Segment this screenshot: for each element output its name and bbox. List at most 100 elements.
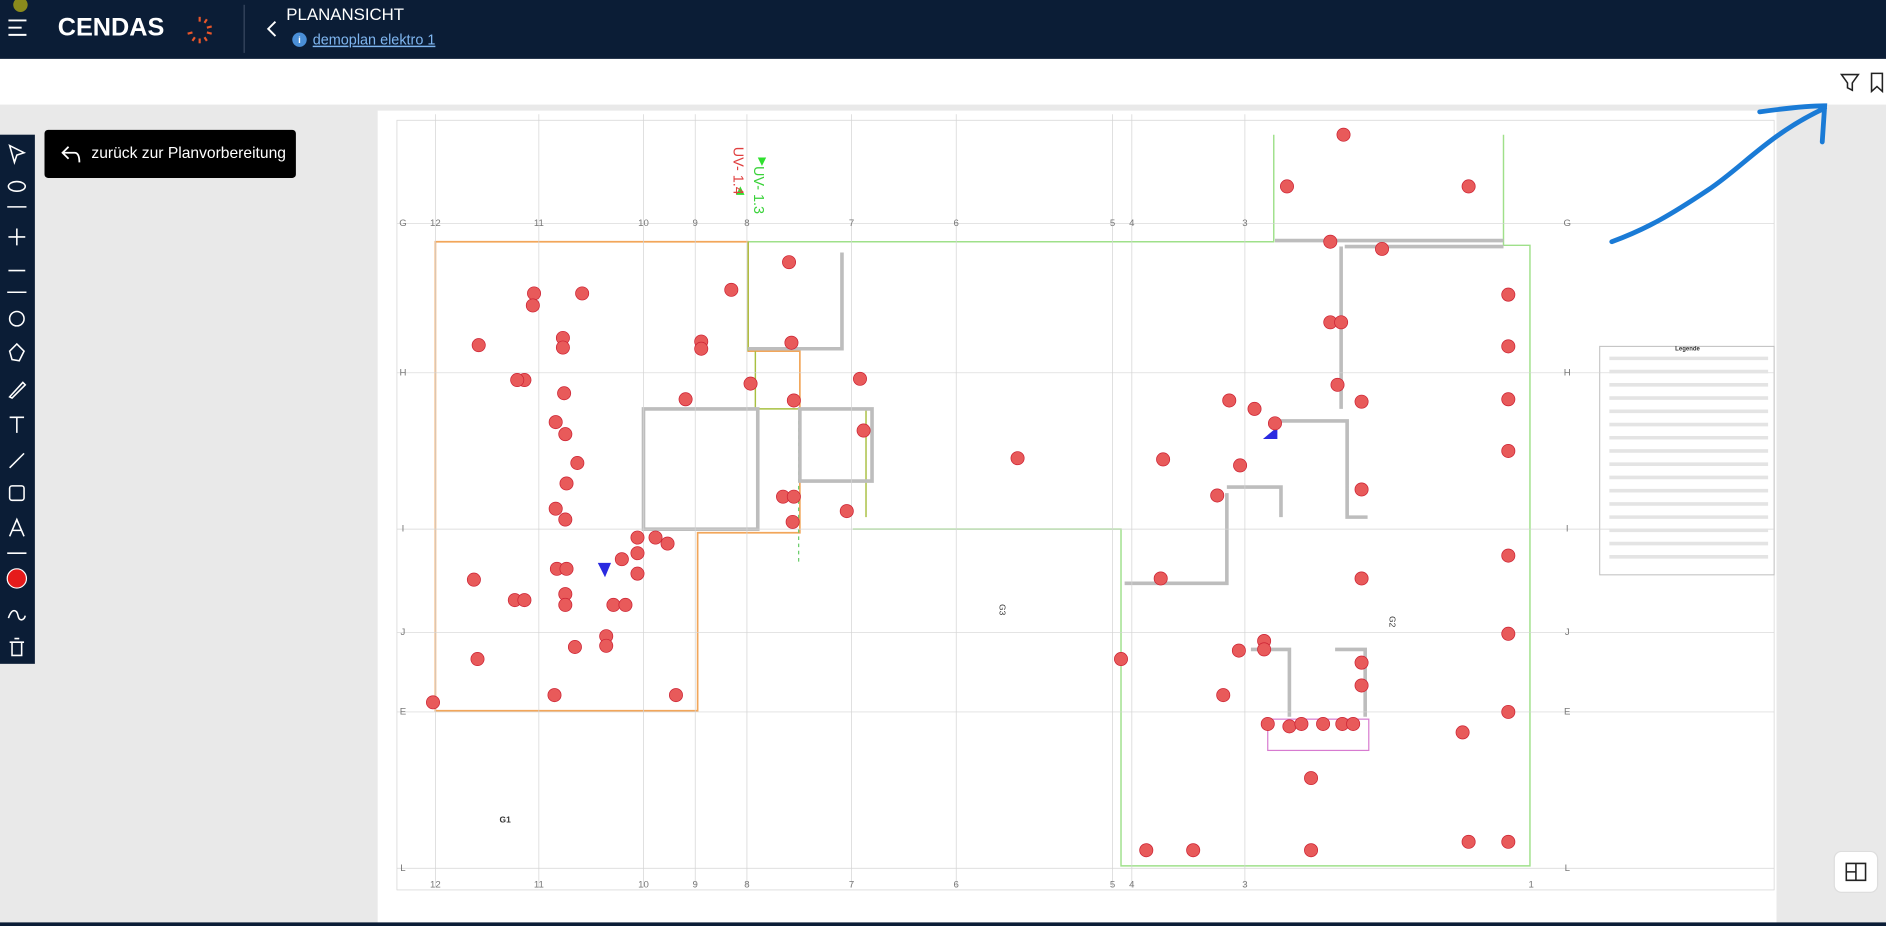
plan-marker[interactable] (1461, 834, 1476, 849)
polygon-tool[interactable] (8, 342, 26, 362)
back-button[interactable] (266, 20, 277, 37)
plan-marker[interactable] (1233, 458, 1248, 473)
line-tool[interactable] (9, 452, 25, 469)
visibility-tool[interactable] (7, 180, 27, 192)
plan-marker[interactable] (1354, 571, 1369, 586)
plan-marker[interactable] (558, 512, 573, 527)
plan-marker[interactable] (630, 530, 645, 545)
menu-button[interactable] (8, 19, 27, 36)
plan-marker[interactable] (558, 427, 573, 442)
back-to-prep-button[interactable] (44, 129, 296, 178)
plan-marker[interactable] (1280, 179, 1294, 194)
plan-marker[interactable] (1501, 548, 1516, 563)
plan-marker[interactable] (555, 340, 570, 355)
plan-marker[interactable] (517, 593, 532, 608)
plan-marker[interactable] (630, 546, 645, 561)
plan-marker[interactable] (694, 341, 709, 356)
plan-marker[interactable] (570, 456, 585, 470)
plan-marker[interactable] (648, 530, 663, 545)
stroke-tool[interactable] (7, 609, 27, 621)
plan-marker[interactable] (1346, 716, 1361, 731)
plan-marker[interactable] (782, 255, 797, 270)
plan-marker[interactable] (470, 652, 485, 666)
plan-marker[interactable] (1501, 287, 1516, 302)
plan-marker[interactable] (668, 688, 683, 703)
plan-marker[interactable] (1216, 688, 1231, 703)
plan-marker[interactable] (786, 393, 801, 408)
plan-marker[interactable] (1336, 127, 1351, 142)
bookmark-button[interactable] (1870, 72, 1884, 94)
plan-marker[interactable] (548, 415, 563, 430)
color-picker[interactable] (6, 568, 28, 589)
plan-marker[interactable] (853, 371, 867, 386)
plan-marker[interactable] (660, 536, 675, 551)
plan-marker[interactable] (1354, 655, 1369, 670)
delete-tool[interactable] (9, 637, 25, 657)
plan-marker[interactable] (527, 286, 542, 301)
info-icon[interactable] (292, 32, 307, 47)
plan-marker[interactable] (1156, 452, 1171, 467)
plan-marker[interactable] (558, 597, 573, 612)
plan-marker[interactable] (630, 566, 645, 581)
plan-marker[interactable] (1501, 392, 1516, 407)
plan-marker[interactable] (1316, 716, 1331, 731)
plan-marker[interactable] (1354, 482, 1369, 497)
plan-marker[interactable] (1461, 179, 1476, 194)
plan-marker[interactable] (743, 376, 758, 391)
font-tool[interactable] (8, 517, 25, 537)
plan-marker[interactable] (1501, 834, 1516, 849)
plan-marker[interactable] (1260, 716, 1275, 731)
select-tool[interactable] (8, 144, 27, 165)
plan-marker[interactable] (510, 373, 525, 387)
plan-marker[interactable] (1010, 451, 1025, 466)
plan-marker[interactable] (1323, 234, 1338, 249)
plan-marker[interactable] (784, 335, 799, 350)
plan-marker[interactable] (724, 282, 739, 297)
plan-marker[interactable] (1330, 377, 1345, 392)
plan-marker[interactable] (839, 504, 854, 519)
plan-marker[interactable] (856, 423, 871, 438)
plan-marker[interactable] (1231, 643, 1246, 658)
plan-marker[interactable] (1282, 719, 1297, 734)
plan-marker[interactable] (525, 298, 540, 313)
plan-marker[interactable] (1304, 771, 1319, 786)
plan-marker[interactable] (1501, 626, 1516, 641)
plan-marker[interactable] (548, 501, 563, 516)
plan-marker[interactable] (614, 552, 629, 567)
plan-marker[interactable] (1139, 843, 1154, 858)
plan-marker[interactable] (1354, 394, 1369, 409)
plan-marker[interactable] (1222, 393, 1237, 408)
plan-marker[interactable] (1455, 725, 1470, 740)
plan-link[interactable]: demoplan elektro 1 (313, 33, 436, 49)
plan-marker[interactable] (1354, 678, 1369, 693)
plan-marker[interactable] (471, 338, 486, 353)
plan-marker[interactable] (1210, 488, 1225, 503)
plan-marker[interactable] (575, 286, 590, 301)
plan-marker[interactable] (1267, 416, 1282, 431)
plan-marker[interactable] (1294, 716, 1309, 731)
plan-marker[interactable] (606, 597, 621, 612)
plan-marker[interactable] (1334, 315, 1349, 330)
plan-marker[interactable] (786, 489, 801, 504)
plan-marker[interactable] (466, 572, 481, 587)
plan-marker[interactable] (785, 514, 800, 529)
plan-marker[interactable] (1114, 652, 1128, 666)
plan-marker[interactable] (1247, 401, 1262, 416)
plan-marker[interactable] (1186, 843, 1201, 858)
plan-marker[interactable] (426, 695, 440, 710)
plan-marker[interactable] (618, 597, 633, 612)
zoom-in-tool[interactable] (8, 228, 26, 246)
pen-tool[interactable] (8, 381, 27, 400)
plan-marker[interactable] (1501, 704, 1516, 719)
plan-marker[interactable] (1257, 642, 1272, 657)
pin-tool[interactable] (8, 310, 25, 327)
plan-marker[interactable] (1375, 241, 1389, 256)
plan-marker[interactable] (567, 640, 582, 654)
plan-marker[interactable] (557, 386, 572, 401)
plan-marker[interactable] (1153, 571, 1168, 586)
plan-marker[interactable] (678, 392, 693, 407)
text-tool[interactable] (9, 416, 25, 433)
plan-marker[interactable] (1501, 443, 1516, 458)
plan-marker[interactable] (1501, 339, 1516, 354)
filter-button[interactable] (1839, 73, 1860, 92)
